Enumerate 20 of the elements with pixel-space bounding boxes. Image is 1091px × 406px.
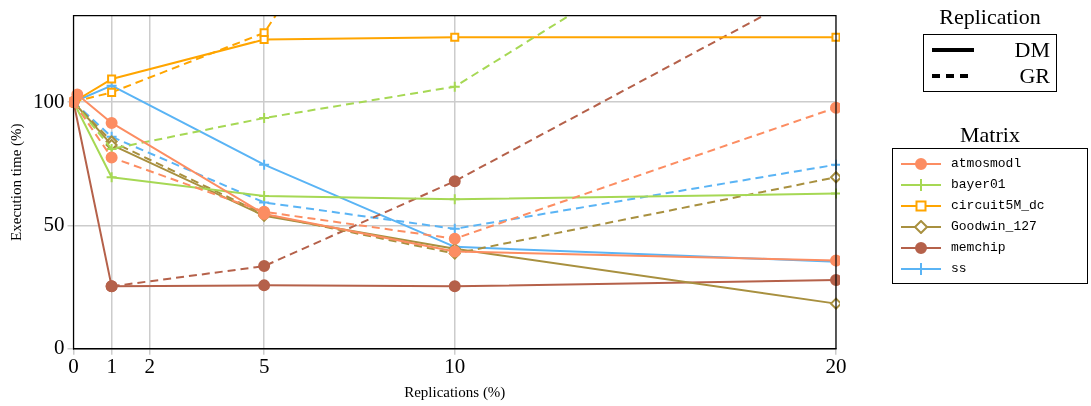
y-tick-label: 50 — [43, 211, 65, 236]
text: DM — [1014, 37, 1050, 63]
text: Replication — [938, 4, 1042, 30]
legend-label: Goodwin_127 — [951, 218, 1037, 236]
x-tick-label: 1 — [106, 353, 117, 378]
legend-label: atmosmodl — [951, 155, 1022, 173]
y-axis-title: Execution time (%) — [7, 123, 25, 241]
x-tick-label: 5 — [258, 353, 270, 378]
y-tick-label: 100 — [33, 88, 65, 113]
x-tick-label: 2 — [144, 353, 155, 378]
x-tick-label: 20 — [825, 353, 847, 378]
legend-label: memchip — [951, 239, 1006, 257]
y-tick-label: 0 — [54, 335, 65, 360]
x-tick-label: 10 — [444, 353, 466, 378]
legend-title: Matrix — [959, 122, 1021, 148]
text: GR — [1019, 63, 1050, 89]
x-axis-title: Replications (%) — [404, 383, 506, 401]
legend-label: bayer01 — [951, 176, 1006, 194]
legend-label: ss — [951, 260, 967, 278]
legend-label: circuit5M_dc — [951, 197, 1045, 215]
